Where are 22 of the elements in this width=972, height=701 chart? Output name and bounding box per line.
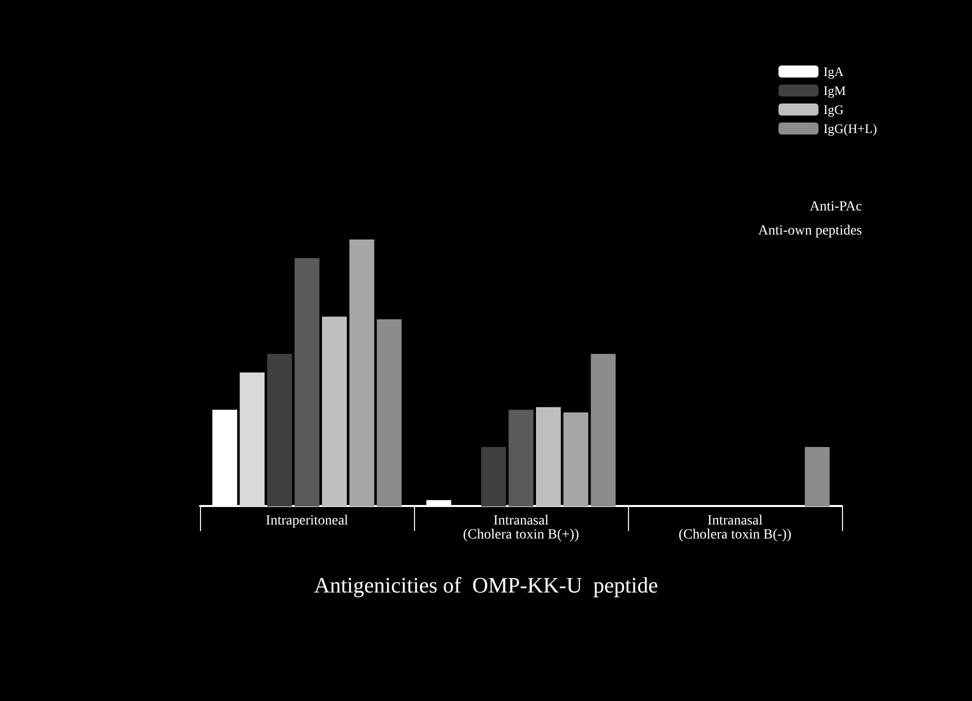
bar: [481, 446, 506, 506]
legend-label: IgG(H+L): [823, 121, 878, 136]
bar: [240, 372, 265, 506]
bar: [563, 412, 588, 506]
bar: [590, 354, 616, 506]
x-tick-label: Intraperitoneal: [266, 514, 348, 528]
bar: [804, 446, 830, 506]
text: Anti-PAc: [810, 200, 862, 214]
bar: [376, 319, 402, 506]
bar: [349, 240, 374, 506]
text: Antigenicities of OMP-KK-U peptide: [314, 572, 658, 598]
x-tick-label: Intranasal (Cholera toxin B(-)): [678, 514, 792, 542]
legend-label: IgA: [823, 64, 844, 79]
legend-label: IgG: [823, 102, 844, 117]
legend-label: IgM: [823, 83, 846, 98]
bar: [508, 410, 534, 506]
bar: [322, 316, 347, 506]
bar: [267, 354, 292, 506]
bar: [294, 258, 320, 506]
text: Anti-own peptides: [758, 224, 862, 238]
bar: [536, 407, 561, 506]
x-tick-label: Intranasal (Cholera toxin B(+)): [463, 514, 580, 542]
